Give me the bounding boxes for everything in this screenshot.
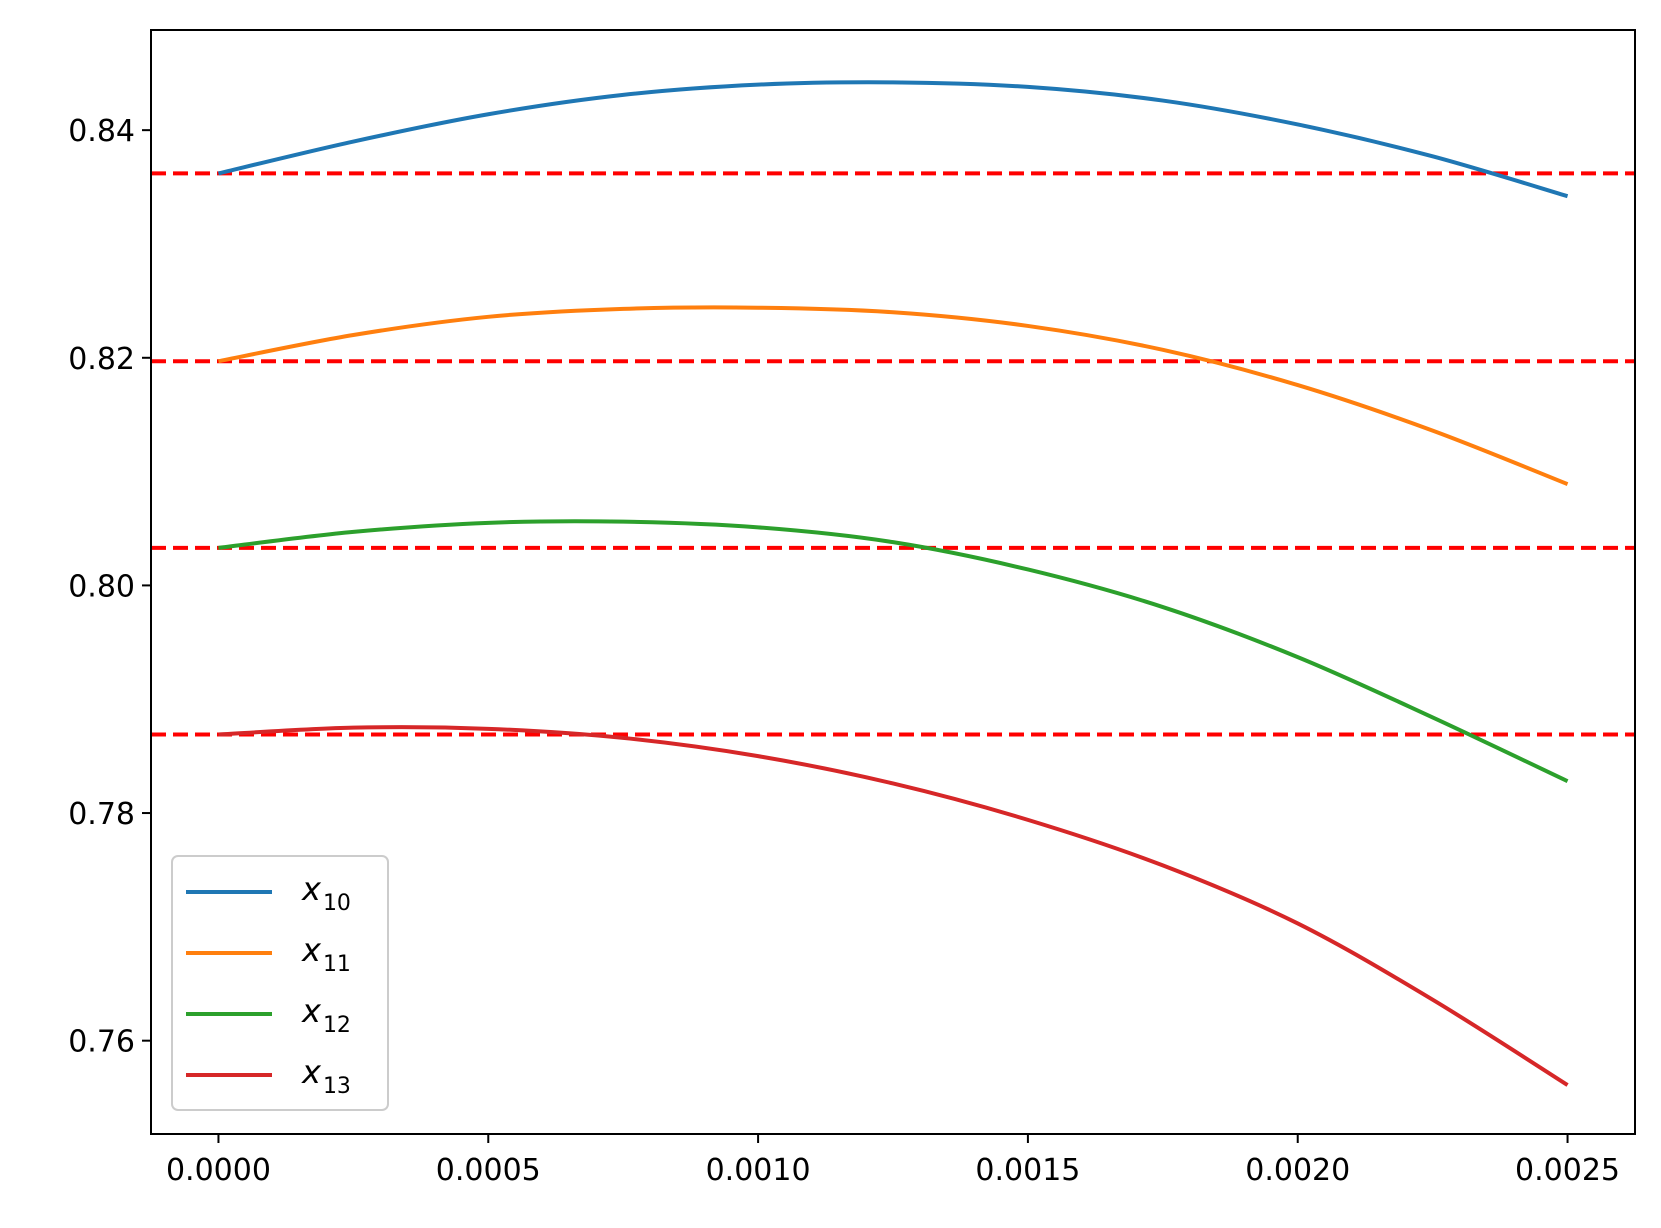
- y-tick-label: 0.76: [68, 1025, 135, 1060]
- reference-lines: [151, 171, 1635, 737]
- series-line-x10: [217, 80, 1569, 199]
- x-tick-label: 0.0000: [166, 1153, 271, 1188]
- y-tick-label: 0.84: [68, 114, 135, 149]
- series-lines: [217, 80, 1569, 1087]
- legend-box: [171, 855, 389, 1111]
- series-line-x13: [218, 725, 1569, 1087]
- x-axis: 0.0000 0.0005 0.0010 0.0015 0.0020 0.0025: [166, 1134, 1620, 1188]
- legend: x10 x11 x12 x13: [171, 855, 389, 1111]
- x-tick-label: 0.0025: [1515, 1153, 1620, 1188]
- y-tick-label: 0.78: [68, 797, 135, 832]
- x-tick-label: 0.0015: [975, 1153, 1080, 1188]
- series-line-x11: [218, 305, 1569, 486]
- y-tick-label: 0.80: [68, 569, 135, 604]
- x-tick-label: 0.0010: [706, 1153, 811, 1188]
- x-tick-label: 0.0005: [436, 1153, 541, 1188]
- legend-label-x10: x10: [301, 870, 351, 916]
- axes-frame: [150, 29, 1636, 1135]
- legend-label-x11: x11: [301, 931, 351, 977]
- y-axis: 0.76 0.78 0.80 0.82 0.84: [68, 114, 151, 1060]
- series-line-x12: [218, 519, 1569, 783]
- legend-label-x12: x12: [301, 992, 351, 1038]
- y-tick-label: 0.82: [68, 342, 135, 377]
- x-tick-label: 0.0020: [1245, 1153, 1350, 1188]
- legend-label-x13: x13: [301, 1053, 351, 1099]
